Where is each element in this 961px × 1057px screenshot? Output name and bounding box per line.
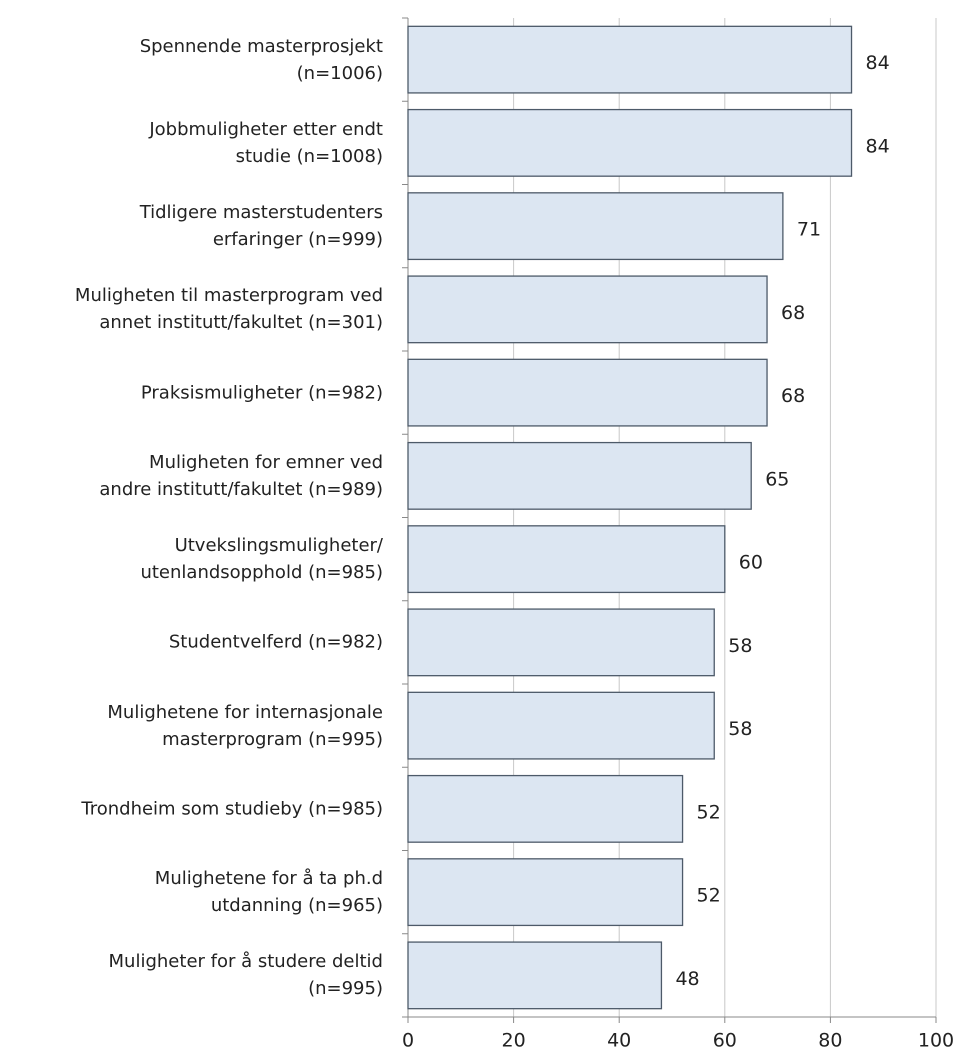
- y-tick-label: Muligheter for å studere deltid (n=995): [108, 951, 383, 1000]
- x-tick-label: 60: [713, 1030, 737, 1052]
- y-tick-label: Jobbmuligheter etter endt studie (n=1008…: [149, 118, 383, 167]
- x-tick-label: 80: [818, 1030, 842, 1052]
- bar: [407, 108, 853, 177]
- value-label: 71: [797, 219, 821, 241]
- y-tick-label: Trondheim som studieby (n=985): [81, 798, 383, 820]
- bar: [407, 525, 726, 594]
- value-label: 48: [675, 968, 699, 990]
- bar: [407, 25, 853, 94]
- x-tick-label: 100: [918, 1030, 954, 1052]
- value-label: 58: [728, 635, 752, 657]
- y-tick-label: Spennende masterprosjekt (n=1006): [139, 35, 383, 84]
- y-tick-label: Utvekslingsmuligheter/ utenlandsopphold …: [140, 535, 383, 584]
- x-tick-label: 20: [502, 1030, 526, 1052]
- bar: [407, 358, 768, 427]
- value-label: 68: [781, 385, 805, 407]
- bar: [407, 941, 663, 1010]
- value-label: 58: [728, 718, 752, 740]
- value-label: 68: [781, 302, 805, 324]
- bar: [407, 275, 768, 344]
- y-tick-label: Tidligere masterstudenters erfaringer (n…: [139, 202, 383, 251]
- y-tick-label: Muligheten til masterprogram ved annet i…: [74, 285, 383, 334]
- value-label: 65: [765, 468, 789, 490]
- value-label: 84: [866, 52, 890, 74]
- bar: [407, 441, 752, 510]
- bar: [407, 608, 715, 677]
- value-label: 52: [697, 801, 721, 823]
- y-tick-label: Muligheten for emner ved andre institutt…: [99, 451, 383, 500]
- bar: [407, 691, 715, 760]
- y-tick-label: Mulighetene for internasjonale masterpro…: [107, 701, 383, 750]
- y-tick-label: Praksismuligheter (n=982): [140, 382, 383, 404]
- bar: [407, 858, 684, 927]
- value-label: 60: [739, 552, 763, 574]
- bar: [407, 192, 784, 261]
- value-label: 84: [866, 135, 890, 157]
- x-tick-label: 0: [402, 1030, 414, 1052]
- y-tick-label: Mulighetene for å ta ph.d utdanning (n=9…: [154, 868, 383, 917]
- y-tick-label: Studentvelferd (n=982): [168, 631, 383, 653]
- bar: [407, 774, 684, 843]
- value-label: 52: [697, 885, 721, 907]
- x-tick-label: 40: [607, 1030, 631, 1052]
